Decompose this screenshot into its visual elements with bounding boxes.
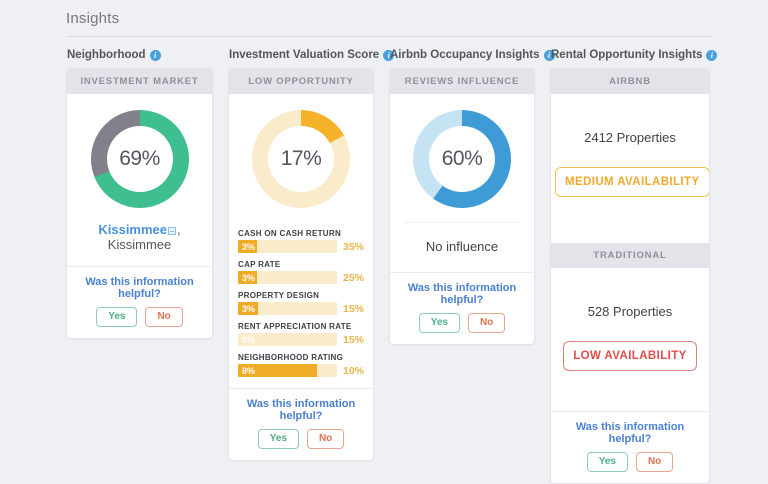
metric-label: PROPERTY DESIGN	[238, 291, 320, 300]
metric-bar: 8%	[238, 364, 337, 377]
metric-row: PROPERTY DESIGN 3% 15%	[238, 291, 364, 315]
occupancy-card-title: Airbnb Occupancy Insights i	[390, 49, 555, 61]
valuation-title-text: Investment Valuation Score	[229, 49, 380, 61]
neighborhood-link-icon[interactable]	[168, 226, 177, 235]
metric-max-value: 15%	[342, 333, 364, 346]
metric-row: RENT APPRECIATION RATE 0% 15%	[238, 322, 364, 346]
info-icon[interactable]: i	[383, 49, 395, 61]
no-button[interactable]: No	[467, 313, 506, 333]
occupancy-percentage: 60%	[441, 147, 483, 170]
occupancy-helpful-section: Was this information helpful? Yes No	[390, 272, 534, 344]
metric-bar-fill	[238, 302, 258, 315]
neighborhood-location: Kissimmee, Kissimmee	[67, 220, 212, 266]
neighborhood-title-text: Neighborhood	[67, 49, 146, 61]
helpful-question: Was this information helpful?	[407, 282, 517, 306]
valuation-percentage: 17%	[280, 147, 322, 170]
medium-availability-button[interactable]: MEDIUM AVAILABILITY	[555, 167, 709, 197]
no-button[interactable]: No	[635, 452, 674, 472]
metric-bar: 3%	[238, 302, 337, 315]
occupancy-title-text: Airbnb Occupancy Insights	[390, 49, 540, 61]
metric-bar-fill	[238, 364, 318, 377]
traditional-header: TRADITIONAL	[551, 243, 709, 268]
valuation-card: LOW OPPORTUNITY 17% CASH ON CASH RETURN 3…	[228, 68, 374, 461]
reviews-influence-header: REVIEWS INFLUENCE	[390, 69, 534, 94]
occupancy-card: REVIEWS INFLUENCE 60% No influence Was t…	[389, 68, 535, 345]
influence-divider	[404, 222, 520, 223]
airbnb-property-count: 2412 Properties	[584, 130, 676, 145]
helpful-question: Was this information helpful?	[575, 421, 685, 445]
airbnb-section: AIRBNB 2412 Properties MEDIUM AVAILABILI…	[551, 69, 709, 243]
occupancy-donut: 60%	[413, 110, 511, 208]
valuation-helpful-section: Was this information helpful? Yes No	[229, 388, 373, 460]
valuation-donut-wrap: 17%	[229, 94, 373, 220]
neighborhood-card-column: Neighborhood i INVESTMENT MARKET 69% Kis…	[66, 49, 213, 339]
occupancy-donut-wrap: 60%	[390, 94, 534, 220]
metric-bar: 3%	[238, 271, 337, 284]
helpful-question: Was this information helpful?	[85, 276, 194, 300]
metric-value: 8%	[242, 365, 256, 376]
metric-value: 3%	[242, 272, 256, 283]
metric-bar-fill	[238, 240, 257, 253]
neighborhood-helpful-section: Was this information helpful? Yes No	[67, 266, 212, 338]
neighborhood-card: INVESTMENT MARKET 69% Kissimmee, Kissimm…	[66, 68, 213, 339]
no-button[interactable]: No	[145, 307, 183, 327]
metric-max-value: 10%	[342, 364, 364, 377]
rental-card-column: Rental Opportunity Insights i AIRBNB 241…	[550, 49, 718, 484]
metric-row: CAP RATE 3% 25%	[238, 260, 364, 284]
investment-market-header: INVESTMENT MARKET	[67, 69, 212, 94]
metric-label: RENT APPRECIATION RATE	[238, 322, 352, 331]
title-divider	[66, 36, 712, 37]
traditional-property-count: 528 Properties	[587, 304, 673, 319]
low-availability-button[interactable]: LOW AVAILABILITY	[563, 341, 697, 371]
info-icon[interactable]: i	[706, 49, 718, 61]
occupancy-card-column: Airbnb Occupancy Insights i REVIEWS INFL…	[389, 49, 555, 345]
rental-card-title: Rental Opportunity Insights i	[551, 49, 718, 61]
metric-value: 3%	[242, 303, 256, 314]
info-icon[interactable]: i	[149, 49, 161, 61]
metric-row: NEIGHBORHOOD RATING 8% 10%	[238, 353, 364, 377]
valuation-donut: 17%	[252, 110, 350, 208]
metric-label: NEIGHBORHOOD RATING	[238, 353, 344, 362]
metric-max-value: 35%	[342, 240, 364, 253]
info-icon[interactable]: i	[543, 49, 555, 61]
low-opportunity-header: LOW OPPORTUNITY	[229, 69, 373, 94]
metric-label: CASH ON CASH RETURN	[238, 229, 342, 238]
metric-value: 3%	[242, 241, 256, 252]
neighborhood-card-title: Neighborhood i	[67, 49, 213, 61]
rental-title-text: Rental Opportunity Insights	[551, 49, 703, 61]
no-button[interactable]: No	[306, 429, 345, 449]
city-text: , Kissimmee	[107, 222, 181, 252]
metric-max-value: 25%	[342, 271, 364, 284]
influence-text: No influence	[425, 239, 499, 254]
yes-button[interactable]: Yes	[257, 429, 299, 449]
metric-bar: 3%	[238, 240, 337, 253]
yes-button[interactable]: Yes	[96, 307, 138, 327]
metric-bar-fill	[238, 271, 257, 284]
insight-cards-row: Neighborhood i INVESTMENT MARKET 69% Kis…	[66, 49, 768, 484]
page-title: Insights	[66, 10, 120, 27]
yes-button[interactable]: Yes	[418, 313, 460, 333]
neighborhood-link[interactable]: Kissimmee	[98, 222, 168, 237]
metric-max-value: 15%	[342, 302, 364, 315]
metric-bar: 0%	[238, 333, 337, 346]
investment-market-donut: 69%	[90, 110, 189, 208]
metric-value: 0%	[242, 334, 256, 345]
valuation-metrics-list: CASH ON CASH RETURN 3% 35% CAP RATE 3% 25% PRO…	[229, 220, 373, 388]
neighborhood-percentage: 69%	[119, 147, 160, 170]
traditional-section: TRADITIONAL 528 Properties LOW AVAILABIL…	[551, 243, 709, 411]
helpful-question: Was this information helpful?	[246, 398, 356, 422]
valuation-card-title: Investment Valuation Score i	[229, 49, 395, 61]
neighborhood-donut-wrap: 69%	[67, 94, 212, 220]
metric-label: CAP RATE	[238, 260, 281, 269]
yes-button[interactable]: Yes	[586, 452, 628, 472]
airbnb-header: AIRBNB	[551, 69, 709, 94]
metric-row: CASH ON CASH RETURN 3% 35%	[238, 229, 364, 253]
valuation-card-column: Investment Valuation Score i LOW OPPORTU…	[228, 49, 395, 461]
